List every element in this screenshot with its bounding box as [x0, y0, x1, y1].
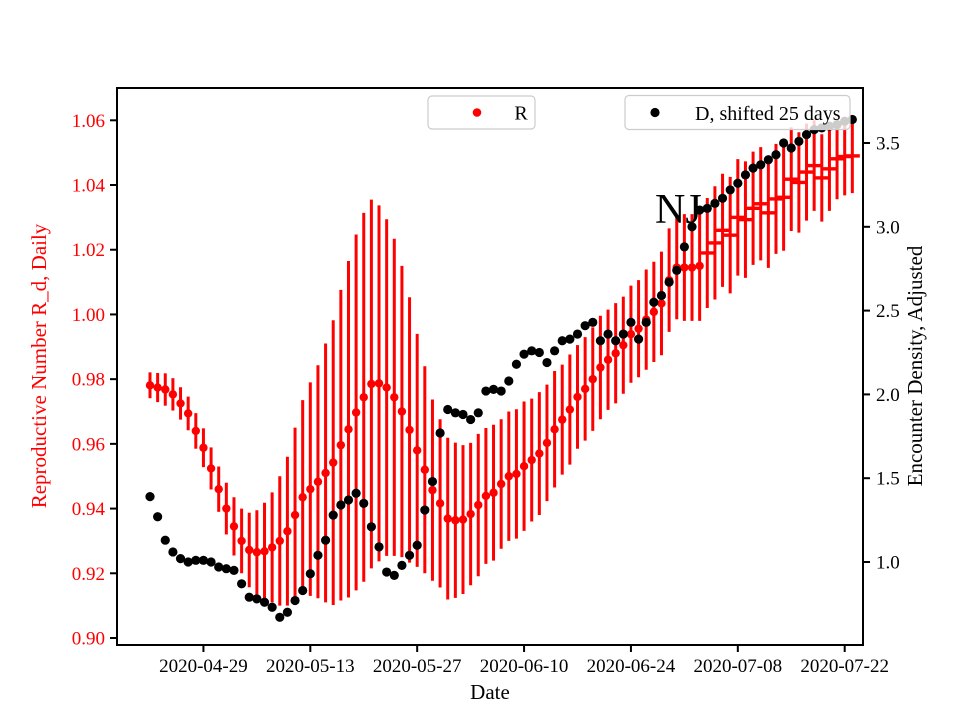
right-y-tick-label: 3.5 [876, 134, 900, 155]
x-tick-label: 2020-04-29 [159, 656, 248, 677]
right-y-tick-label: 2.5 [876, 301, 900, 322]
x-tick-label: 2020-05-27 [373, 656, 462, 677]
left-y-tick-label: 1.04 [72, 176, 106, 197]
left-y-tick-label: 0.92 [72, 564, 105, 585]
x-tick-label: 2020-07-22 [800, 656, 889, 677]
legend-d-label: D, shifted 25 days [695, 103, 841, 125]
legend-r-label: R [514, 103, 528, 125]
left-y-tick-label: 0.96 [72, 434, 105, 455]
x-tick-label: 2020-06-24 [587, 656, 676, 677]
left-y-tick-label: 0.90 [72, 629, 105, 650]
x-tick-label: 2020-05-13 [266, 656, 355, 677]
d-legend-marker-icon [650, 107, 660, 118]
left-y-axis-label: Reproductive Number R_d, Daily [27, 223, 51, 508]
left-y-tick-label: 1.02 [72, 240, 105, 261]
left-y-tick-label: 1.06 [72, 111, 105, 132]
right-y-tick-label: 3.0 [876, 217, 900, 238]
right-y-tick-label: 2.0 [876, 385, 900, 406]
left-y-tick-label: 0.94 [72, 499, 106, 520]
x-tick-label: 2020-07-08 [693, 656, 782, 677]
right-y-axis-label: Encounter Density, Adjusted [903, 245, 927, 486]
r-legend-marker-icon [472, 108, 482, 117]
legend-r-box [427, 95, 536, 130]
legend-d-box [624, 94, 851, 131]
right-y-tick-label: 1.5 [876, 469, 900, 490]
left-y-tick-label: 1.00 [72, 305, 105, 326]
left-y-tick-label: 0.98 [72, 370, 105, 391]
r-series [145, 117, 860, 606]
x-tick-label: 2020-06-10 [480, 656, 569, 677]
legend-d: D, shifted 25 days [624, 94, 851, 131]
legend-r: R [427, 95, 536, 130]
right-y-tick-label: 1.0 [876, 553, 900, 574]
axes-frame: 0.90 0.92 0.94 0.96 0.98 1.00 1.02 1.04 1.06 1.0 1… [72, 87, 900, 677]
x-axis-label: Date [470, 680, 510, 704]
